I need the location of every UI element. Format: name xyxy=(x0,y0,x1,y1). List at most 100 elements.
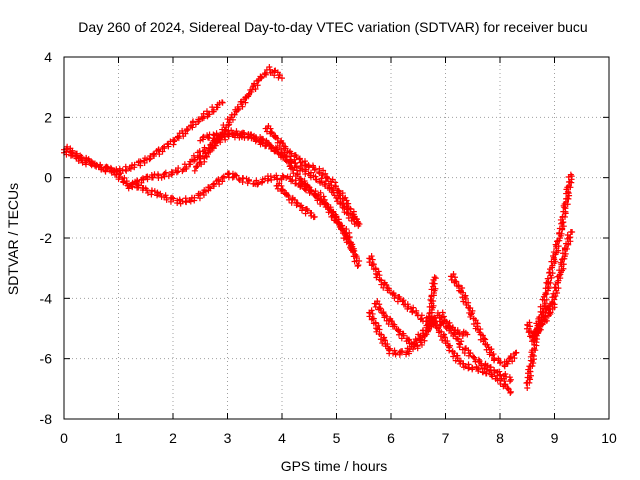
series-track-4 xyxy=(191,64,285,174)
data-point xyxy=(187,198,194,205)
data-point xyxy=(287,162,294,169)
data-point xyxy=(187,123,194,130)
data-point xyxy=(446,344,453,351)
data-point xyxy=(556,272,563,279)
data-point xyxy=(349,247,356,254)
data-point xyxy=(196,159,203,166)
data-point xyxy=(417,332,424,339)
data-point xyxy=(562,205,569,212)
data-point xyxy=(545,278,552,285)
data-point xyxy=(239,103,246,110)
data-point xyxy=(427,296,434,303)
data-point xyxy=(345,205,352,212)
data-point xyxy=(487,364,494,371)
data-point xyxy=(368,316,375,323)
data-point xyxy=(561,200,568,207)
data-point xyxy=(549,262,556,269)
data-point xyxy=(239,179,246,186)
series-track-13 xyxy=(523,171,575,392)
data-point xyxy=(182,198,189,205)
y-axis-label: SDTVAR / TECUs xyxy=(5,183,21,295)
data-point xyxy=(430,289,437,296)
data-point xyxy=(200,136,207,143)
data-point xyxy=(565,190,572,197)
data-point xyxy=(190,118,197,125)
data-point xyxy=(199,115,206,122)
data-point xyxy=(195,118,202,125)
data-point xyxy=(284,191,291,198)
series-track-11 xyxy=(447,271,520,370)
data-point xyxy=(262,142,269,149)
data-point xyxy=(186,161,193,168)
data-point xyxy=(543,296,550,303)
data-point xyxy=(247,132,254,139)
data-point xyxy=(450,353,457,360)
data-point xyxy=(89,159,96,166)
data-point xyxy=(163,196,170,203)
data-point xyxy=(376,276,383,283)
data-point xyxy=(338,226,345,233)
data-point xyxy=(502,381,509,388)
data-point xyxy=(370,320,377,327)
data-point xyxy=(337,190,344,197)
data-point xyxy=(282,153,289,160)
series-track-7 xyxy=(273,180,318,221)
data-point xyxy=(171,138,178,145)
x-tick-label: 3 xyxy=(224,430,232,446)
x-tick-label: 10 xyxy=(601,430,617,446)
data-point xyxy=(454,282,461,289)
data-point xyxy=(175,135,182,142)
data-point xyxy=(412,336,419,343)
data-point xyxy=(345,215,352,222)
data-point xyxy=(525,329,532,336)
data-point xyxy=(334,187,341,194)
data-point xyxy=(464,331,471,338)
data-point xyxy=(535,324,542,331)
data-point xyxy=(560,208,567,215)
data-point xyxy=(144,189,151,196)
data-point xyxy=(279,186,286,193)
data-point xyxy=(456,358,463,365)
data-point xyxy=(301,168,308,175)
data-point xyxy=(431,320,438,327)
y-tick-labels: -8 -6 -4 -2 0 2 4 xyxy=(40,49,53,427)
data-point xyxy=(552,241,559,248)
data-point xyxy=(144,176,151,183)
data-point xyxy=(174,134,181,141)
series-track-8 xyxy=(366,253,471,339)
data-point xyxy=(491,356,498,363)
data-point xyxy=(507,388,514,395)
x-tick-label: 5 xyxy=(333,430,341,446)
data-point xyxy=(559,214,566,221)
series-track-9 xyxy=(371,274,439,352)
data-point xyxy=(433,324,440,331)
data-point xyxy=(228,114,235,121)
data-point xyxy=(258,75,265,82)
data-point xyxy=(279,140,286,147)
series-track-5 xyxy=(197,127,356,254)
data-point xyxy=(296,156,303,163)
data-point xyxy=(215,176,222,183)
data-point xyxy=(496,377,503,384)
data-point xyxy=(271,148,278,155)
data-point xyxy=(234,132,241,139)
data-point xyxy=(135,182,142,189)
data-point xyxy=(212,142,219,149)
data-point xyxy=(406,350,413,357)
data-point xyxy=(311,213,318,220)
x-tick-label: 8 xyxy=(496,430,504,446)
data-point xyxy=(343,200,350,207)
data-point xyxy=(175,165,182,172)
data-point xyxy=(567,234,574,241)
data-point xyxy=(250,134,257,141)
data-point xyxy=(205,149,212,156)
data-point xyxy=(279,75,285,82)
data-point xyxy=(431,274,438,281)
data-point xyxy=(484,341,491,348)
data-point xyxy=(531,333,538,340)
y-tick-label: 4 xyxy=(44,49,52,65)
data-point xyxy=(480,338,487,345)
data-point xyxy=(356,257,363,264)
data-point xyxy=(395,326,402,333)
data-point xyxy=(475,366,482,373)
